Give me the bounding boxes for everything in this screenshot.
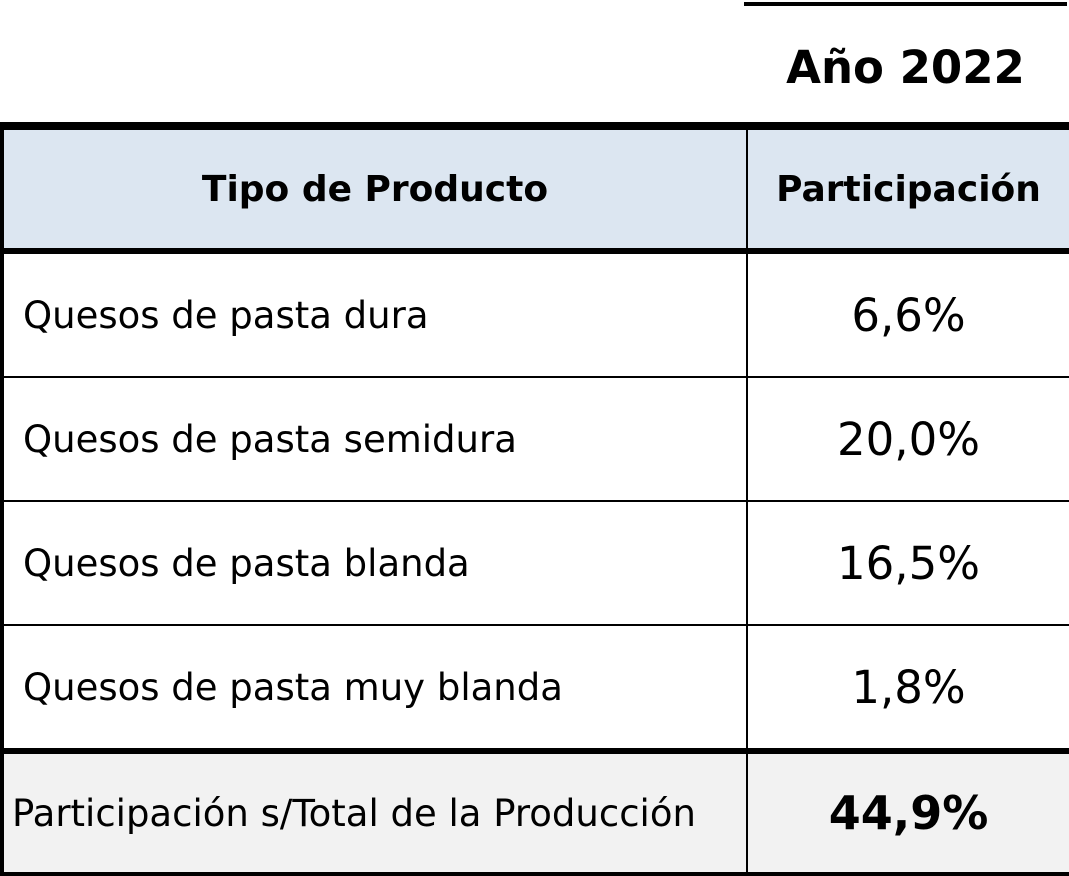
- table-row: Quesos de pasta semidura 20,0%: [0, 377, 1069, 502]
- share-cell: 16,5%: [747, 501, 1069, 626]
- table-row: Quesos de pasta blanda 16,5%: [0, 501, 1069, 626]
- product-cell: Quesos de pasta muy blanda: [0, 625, 748, 754]
- product-cell: Quesos de pasta dura: [0, 251, 748, 378]
- table-row: Quesos de pasta dura 6,6%: [0, 251, 1069, 378]
- product-cell: Quesos de pasta semidura: [0, 377, 748, 502]
- product-cell: Quesos de pasta blanda: [0, 501, 748, 626]
- total-label: Participación s/Total de la Producción: [0, 751, 748, 876]
- share-cell: 1,8%: [747, 625, 1069, 754]
- share-cell: 20,0%: [747, 377, 1069, 502]
- year-header: Año 2022: [786, 41, 1025, 94]
- total-row: Participación s/Total de la Producción 4…: [0, 751, 1069, 876]
- year-header-top-border: [744, 2, 1067, 6]
- total-share: 44,9%: [747, 751, 1069, 876]
- column-header-product: Tipo de Producto: [0, 122, 748, 254]
- table-row: Quesos de pasta muy blanda 1,8%: [0, 625, 1069, 754]
- cheese-share-table: Tipo de Producto Participación Quesos de…: [0, 122, 1069, 876]
- column-header-share: Participación: [747, 122, 1069, 254]
- share-cell: 6,6%: [747, 251, 1069, 378]
- table-header-row: Tipo de Producto Participación: [0, 122, 1069, 254]
